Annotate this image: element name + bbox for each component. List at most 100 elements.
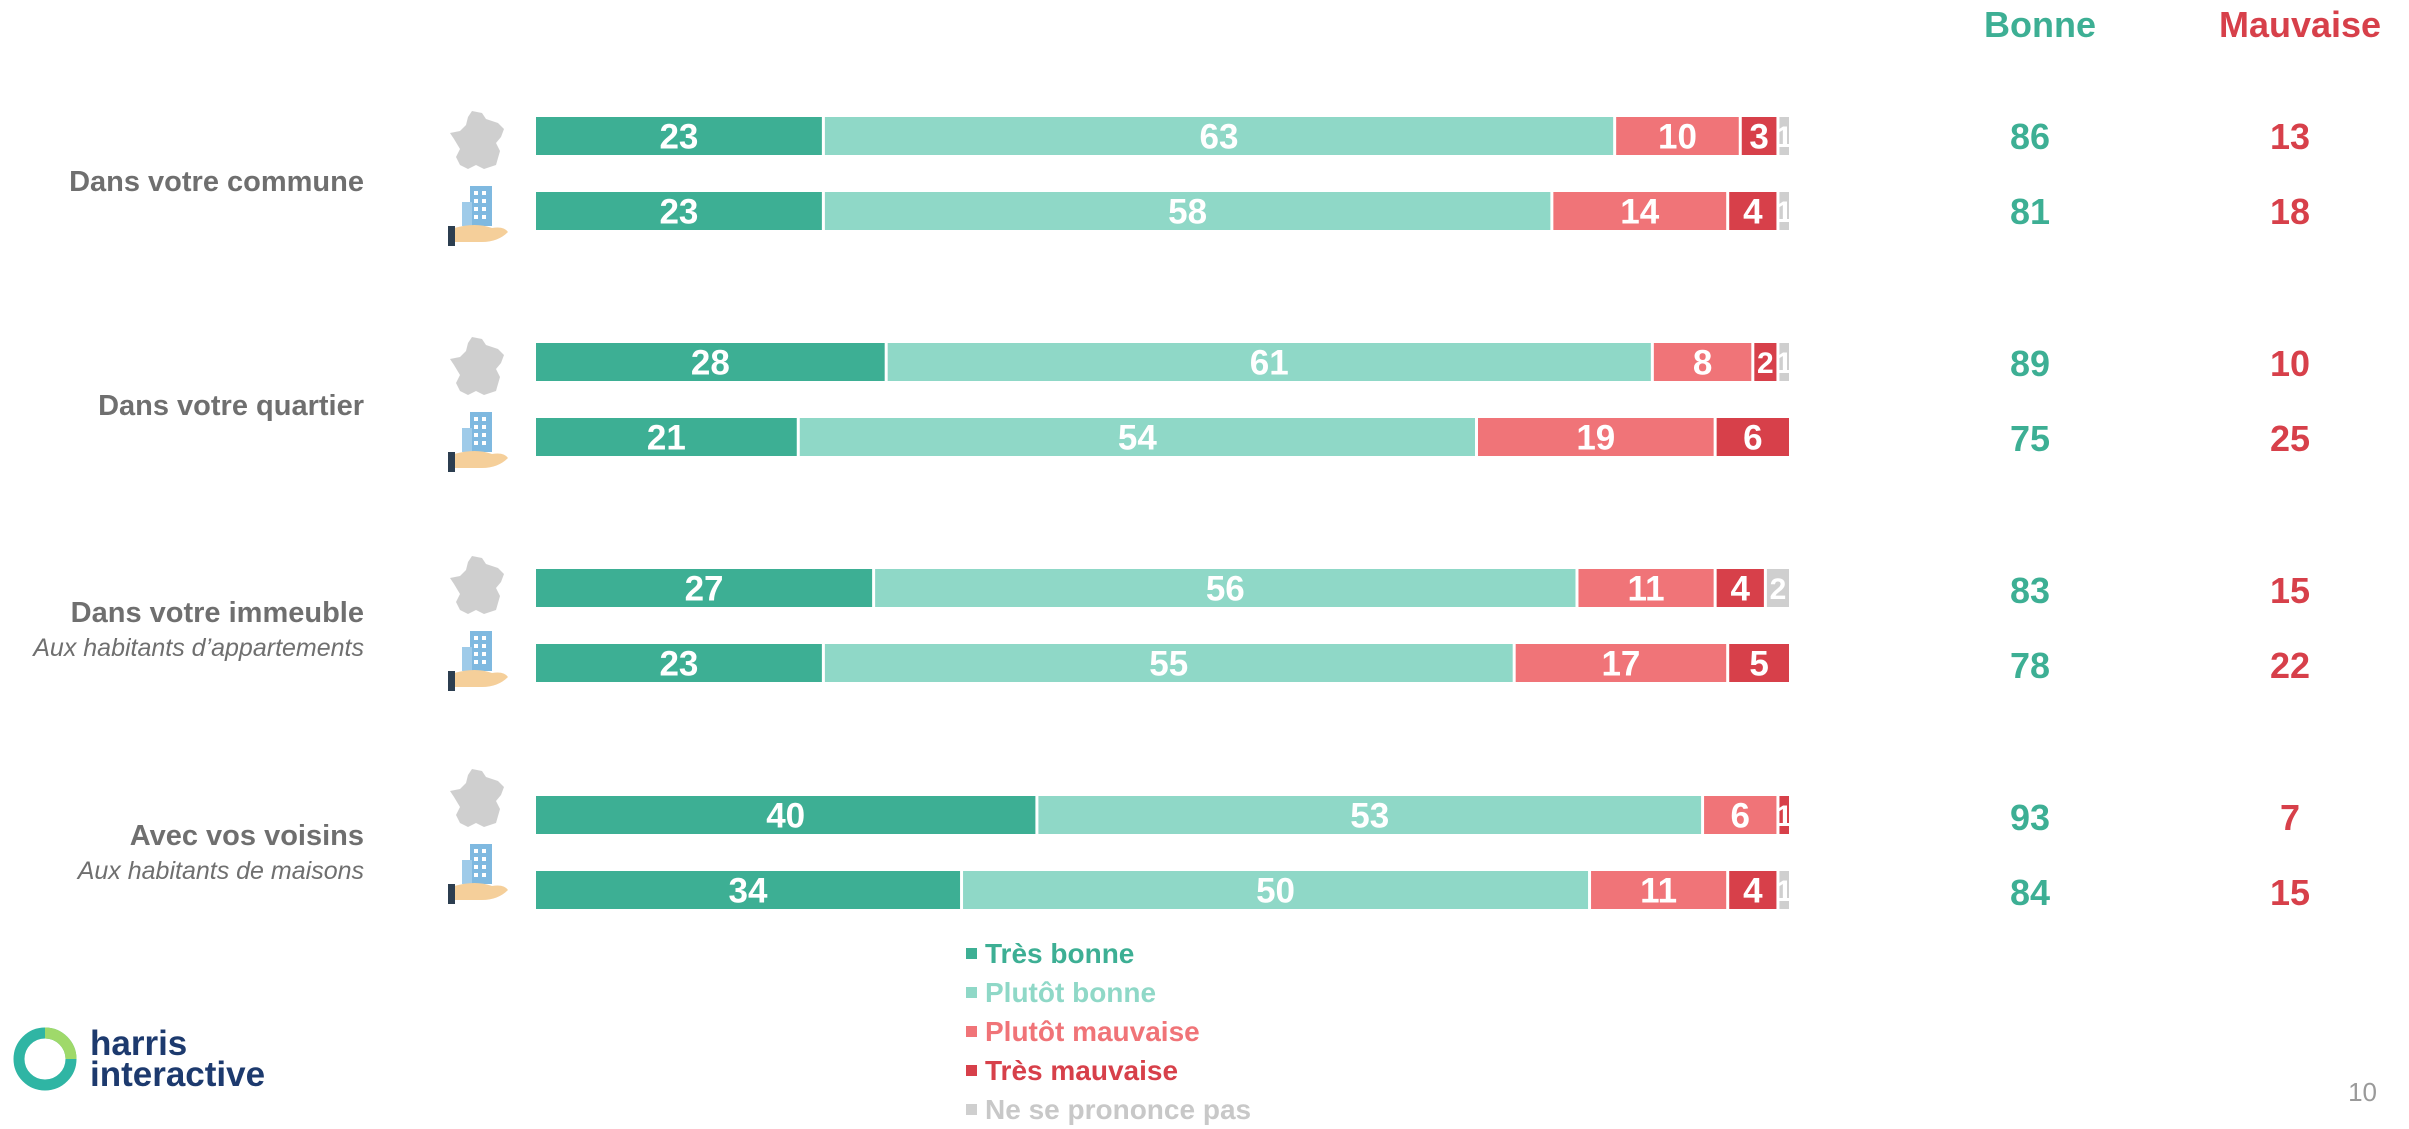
bar-value-label: 63 xyxy=(1200,118,1239,157)
harris-interactive-logo: harris interactive xyxy=(12,1026,265,1092)
group-title: Dans votre commune xyxy=(69,166,364,198)
bar-segment-ne-se-prononce-pas xyxy=(1779,117,1789,155)
bar-segment-tres-mauvaise xyxy=(1741,117,1777,155)
bar-value-label: 56 xyxy=(1206,570,1245,609)
building-in-hand-icon xyxy=(448,631,508,691)
bar-segment-plutot-bonne xyxy=(824,192,1551,230)
bar-value-label: 21 xyxy=(647,419,686,458)
group-title: Dans votre immeuble xyxy=(70,597,364,629)
bar-value-label: 61 xyxy=(1250,344,1289,383)
bar-segment-tres-bonne xyxy=(536,418,797,456)
legend-item: Ne se prononce pas xyxy=(966,1090,1251,1129)
page-number: 10 xyxy=(2348,1077,2377,1107)
bar-value-label: 55 xyxy=(1149,645,1188,684)
total-mauvaise: 25 xyxy=(2269,418,2311,459)
bar-segment-plutot-mauvaise xyxy=(1553,192,1727,230)
total-bonne: 84 xyxy=(2009,872,2051,913)
bar-value-label: 4 xyxy=(1731,570,1751,609)
total-mauvaise: 15 xyxy=(2269,872,2311,913)
bar-segment-tres-bonne xyxy=(536,644,822,682)
bar-value-label: 28 xyxy=(691,344,730,383)
legend-swatch xyxy=(966,987,977,998)
bar-value-label: 2 xyxy=(1770,573,1787,606)
bar-segment-plutot-mauvaise xyxy=(1515,644,1727,682)
group-subtitle: Aux habitants d’appartements xyxy=(33,634,364,662)
legend-label: Très bonne xyxy=(985,937,1135,969)
france-map-icon xyxy=(450,111,504,169)
legend-item: Très bonne xyxy=(966,934,1251,973)
bar-segment-tres-bonne xyxy=(536,117,822,155)
bar-value-label: 11 xyxy=(1640,872,1677,911)
total-mauvaise: 18 xyxy=(2269,191,2311,232)
bar-value-label: 58 xyxy=(1168,193,1207,232)
bar-value-label: 6 xyxy=(1743,419,1762,458)
bar-segment-ne-se-prononce-pas xyxy=(1779,192,1789,230)
bar-segment-plutot-mauvaise xyxy=(1653,343,1752,381)
group-label-immeuble: Dans votre immeuble Aux habitants d’appa… xyxy=(33,597,364,663)
building-in-hand-icon xyxy=(448,412,508,472)
bar-value-label: 19 xyxy=(1576,419,1615,458)
bar-segment-plutot-bonne xyxy=(799,418,1475,456)
total-bonne: 86 xyxy=(2009,116,2051,157)
france-map-icon xyxy=(450,337,504,395)
bar-segment-tres-mauvaise xyxy=(1729,871,1777,909)
total-bonne: 81 xyxy=(2009,191,2051,232)
bar-value-label: 4 xyxy=(1743,193,1763,232)
total-bonne: 89 xyxy=(2009,343,2051,384)
group-label-voisins: Avec vos voisins Aux habitants de maison… xyxy=(78,820,364,886)
bar-segment-plutot-bonne xyxy=(963,871,1589,909)
logo-line-2: interactive xyxy=(90,1055,266,1094)
legend-label: Très mauvaise xyxy=(985,1054,1179,1086)
logo-text: harris interactive xyxy=(90,1024,266,1094)
bar-segment-tres-mauvaise xyxy=(1779,796,1789,834)
bar-segment-tres-bonne xyxy=(536,796,1036,834)
group-label-quartier: Dans votre quartier xyxy=(98,390,364,423)
bar-segment-plutot-bonne xyxy=(824,644,1513,682)
legend-item: Plutôt bonne xyxy=(966,973,1251,1012)
bar-segment-tres-bonne xyxy=(536,569,873,607)
total-bonne: 78 xyxy=(2009,645,2051,686)
bar-value-label: 2 xyxy=(1757,347,1774,380)
bar-segment-plutot-mauvaise xyxy=(1578,569,1714,607)
bar-segment-ne-se-prononce-pas xyxy=(1766,569,1789,607)
bar-value-label: 50 xyxy=(1256,872,1295,911)
total-mauvaise: 15 xyxy=(2269,570,2311,611)
bar-value-label: 14 xyxy=(1620,193,1659,232)
bar-segment-plutot-bonne xyxy=(887,343,1651,381)
bar-segment-ne-se-prononce-pas xyxy=(1779,343,1789,381)
building-in-hand-icon xyxy=(448,844,508,904)
legend-item: Très mauvaise xyxy=(966,1051,1251,1090)
legend-swatch xyxy=(966,1026,977,1037)
group-subtitle: Aux habitants de maisons xyxy=(77,857,364,885)
legend-item: Plutôt mauvaise xyxy=(966,1012,1251,1051)
france-map-icon xyxy=(450,556,504,614)
legend-swatch xyxy=(966,1104,977,1115)
total-mauvaise: 10 xyxy=(2269,343,2311,384)
bar-value-label: 34 xyxy=(729,872,768,911)
france-map-icon xyxy=(450,769,504,827)
logo-line-1: harris xyxy=(90,1024,188,1063)
legend-label: Plutôt bonne xyxy=(985,976,1157,1008)
bar-segment-tres-bonne xyxy=(536,343,885,381)
bar-value-label: 40 xyxy=(766,797,805,836)
total-mauvaise: 7 xyxy=(2279,797,2301,838)
bar-value-label: 4 xyxy=(1743,872,1763,911)
bar-segment-plutot-bonne xyxy=(875,569,1576,607)
logo-ring-icon xyxy=(13,1027,77,1091)
bar-value-label: 3 xyxy=(1749,118,1768,157)
bar-value-label: 1 xyxy=(1776,196,1793,229)
bar-segment-tres-mauvaise xyxy=(1716,569,1764,607)
bar-value-label: 10 xyxy=(1658,118,1697,157)
bar-value-label: 1 xyxy=(1776,121,1793,154)
bar-segment-tres-mauvaise xyxy=(1716,418,1789,456)
group-label-commune: Dans votre commune xyxy=(69,166,364,199)
bar-segment-tres-mauvaise xyxy=(1729,644,1789,682)
legend-label: Ne se prononce pas xyxy=(985,1093,1252,1125)
total-mauvaise: 13 xyxy=(2269,116,2311,157)
bar-value-label: 1 xyxy=(1776,347,1793,380)
bar-segment-ne-se-prononce-pas xyxy=(1779,871,1789,909)
bar-value-label: 5 xyxy=(1749,645,1768,684)
bar-value-label: 23 xyxy=(659,645,698,684)
total-bonne: 83 xyxy=(2009,570,2051,611)
